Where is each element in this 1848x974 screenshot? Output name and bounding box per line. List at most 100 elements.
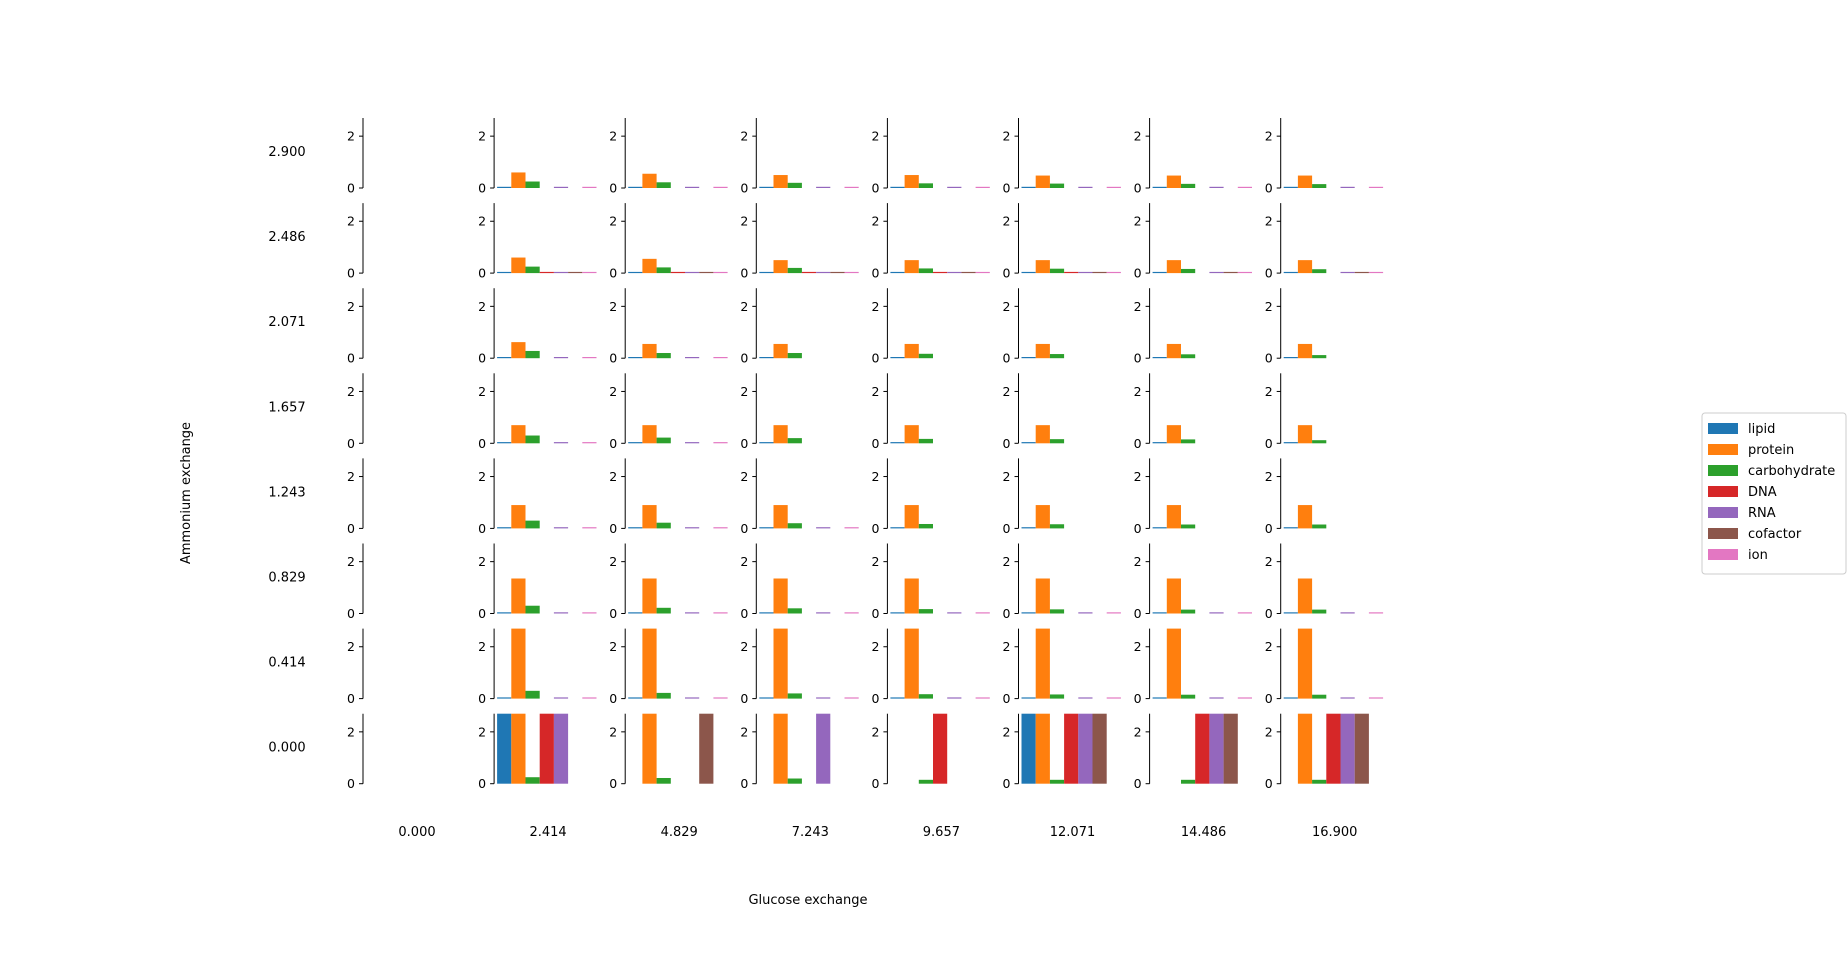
y-tick-label: 2 bbox=[478, 554, 486, 569]
bar-RNA bbox=[816, 271, 831, 274]
bar-protein bbox=[1035, 713, 1050, 784]
bar-protein bbox=[904, 628, 919, 699]
y-tick-label: 2 bbox=[1003, 384, 1011, 399]
y-tick-label: 0 bbox=[347, 776, 355, 791]
bar-RNA bbox=[1209, 186, 1224, 188]
panel-r7-c0: 02 bbox=[347, 713, 364, 791]
bar-lipid bbox=[759, 186, 774, 188]
y-tick-label: 0 bbox=[347, 436, 355, 451]
y-tick-label: 2 bbox=[740, 384, 748, 399]
bar-RNA bbox=[1209, 612, 1224, 614]
bar-carbohydrate bbox=[1312, 694, 1327, 699]
column-label: 7.243 bbox=[792, 825, 829, 840]
y-tick-label: 0 bbox=[1003, 436, 1011, 451]
y-tick-label: 0 bbox=[1003, 181, 1011, 196]
y-tick-label: 2 bbox=[1134, 214, 1142, 229]
bar-carbohydrate bbox=[525, 690, 540, 699]
bar-RNA bbox=[685, 357, 700, 359]
y-tick-label: 2 bbox=[478, 639, 486, 654]
y-tick-label: 2 bbox=[871, 469, 879, 484]
bar-protein bbox=[904, 260, 919, 274]
bar-ion bbox=[844, 697, 859, 699]
bar-carbohydrate bbox=[656, 182, 671, 188]
bar-carbohydrate bbox=[787, 778, 802, 784]
y-tick-label: 0 bbox=[1134, 266, 1142, 281]
panel-r1-c5: 02 bbox=[1003, 203, 1121, 281]
y-tick-label: 0 bbox=[478, 521, 486, 536]
y-tick-label: 0 bbox=[1134, 521, 1142, 536]
bar-ion bbox=[1106, 697, 1121, 699]
bar-cofactor bbox=[1223, 271, 1238, 274]
bar-cofactor bbox=[699, 713, 714, 784]
legend-swatch-protein bbox=[1708, 444, 1738, 455]
bar-carbohydrate bbox=[656, 437, 671, 444]
y-tick-label: 0 bbox=[871, 521, 879, 536]
panel-r6-c2: 02 bbox=[609, 628, 728, 706]
legend-label-RNA: RNA bbox=[1748, 506, 1776, 521]
panel-r1-c0: 02 bbox=[347, 203, 364, 281]
bar-RNA bbox=[685, 442, 700, 444]
bar-lipid bbox=[759, 527, 774, 529]
bar-lipid bbox=[890, 271, 905, 274]
bar-DNA bbox=[933, 713, 948, 784]
x-axis-label: Glucose exchange bbox=[748, 893, 867, 908]
bar-ion bbox=[582, 186, 597, 188]
bar-ion bbox=[1368, 271, 1384, 274]
row-label: 2.486 bbox=[268, 230, 305, 245]
y-tick-label: 0 bbox=[740, 436, 748, 451]
bar-ion bbox=[713, 442, 728, 444]
y-tick-label: 0 bbox=[1134, 351, 1142, 366]
y-tick-label: 0 bbox=[1265, 436, 1273, 451]
bar-carbohydrate bbox=[787, 608, 802, 614]
bar-carbohydrate bbox=[1312, 269, 1327, 274]
row-labels: 2.900 2.486 2.071 1.657 1.243 0.829 0.414 0.000 bbox=[268, 145, 305, 756]
bar-ion bbox=[844, 527, 859, 529]
bar-cofactor bbox=[1092, 713, 1107, 784]
panel-r4-c2: 02 bbox=[609, 458, 728, 536]
y-tick-label: 0 bbox=[1134, 776, 1142, 791]
bar-lipid bbox=[759, 612, 774, 614]
bar-DNA bbox=[539, 713, 554, 784]
bar-carbohydrate bbox=[656, 692, 671, 699]
bar-ion bbox=[713, 697, 728, 699]
bar-RNA bbox=[1340, 713, 1355, 784]
bar-ion bbox=[713, 527, 728, 529]
y-tick-label: 0 bbox=[1265, 606, 1273, 621]
bar-carbohydrate bbox=[1312, 355, 1327, 359]
bar-ion bbox=[582, 271, 597, 274]
y-tick-label: 0 bbox=[609, 181, 617, 196]
bar-carbohydrate bbox=[787, 438, 802, 444]
bar-RNA bbox=[816, 697, 831, 699]
panel-r0-c1: 02 bbox=[478, 118, 597, 196]
y-tick-label: 2 bbox=[871, 639, 879, 654]
bar-ion bbox=[1237, 186, 1252, 188]
y-tick-label: 2 bbox=[347, 214, 355, 229]
y-tick-label: 2 bbox=[740, 469, 748, 484]
bar-carbohydrate bbox=[1312, 609, 1327, 614]
panel-r7-c5: 02 bbox=[1003, 713, 1107, 791]
y-tick-label: 2 bbox=[1003, 469, 1011, 484]
y-tick-label: 2 bbox=[871, 129, 879, 144]
y-tick-label: 2 bbox=[347, 129, 355, 144]
bar-protein bbox=[642, 343, 657, 359]
bar-protein bbox=[904, 578, 919, 614]
y-tick-label: 2 bbox=[1134, 639, 1142, 654]
y-tick-label: 0 bbox=[347, 181, 355, 196]
bar-RNA bbox=[685, 527, 700, 529]
y-axis-label: Ammonium exchange bbox=[179, 422, 194, 564]
bar-carbohydrate bbox=[918, 438, 933, 444]
y-tick-label: 0 bbox=[347, 606, 355, 621]
y-tick-label: 2 bbox=[478, 129, 486, 144]
bar-DNA bbox=[1064, 271, 1079, 274]
y-tick-label: 2 bbox=[871, 384, 879, 399]
bar-carbohydrate bbox=[1181, 694, 1196, 699]
panel-r2-c2: 02 bbox=[609, 288, 728, 366]
panel-r0-c2: 02 bbox=[609, 118, 728, 196]
y-tick-label: 0 bbox=[1265, 776, 1273, 791]
y-tick-label: 0 bbox=[347, 521, 355, 536]
panel-r3-c1: 02 bbox=[478, 373, 597, 451]
legend-label-cofactor: cofactor bbox=[1748, 527, 1802, 542]
bar-lipid bbox=[497, 442, 512, 444]
bar-lipid bbox=[1283, 442, 1298, 444]
panel-r6-c4: 02 bbox=[871, 628, 990, 706]
